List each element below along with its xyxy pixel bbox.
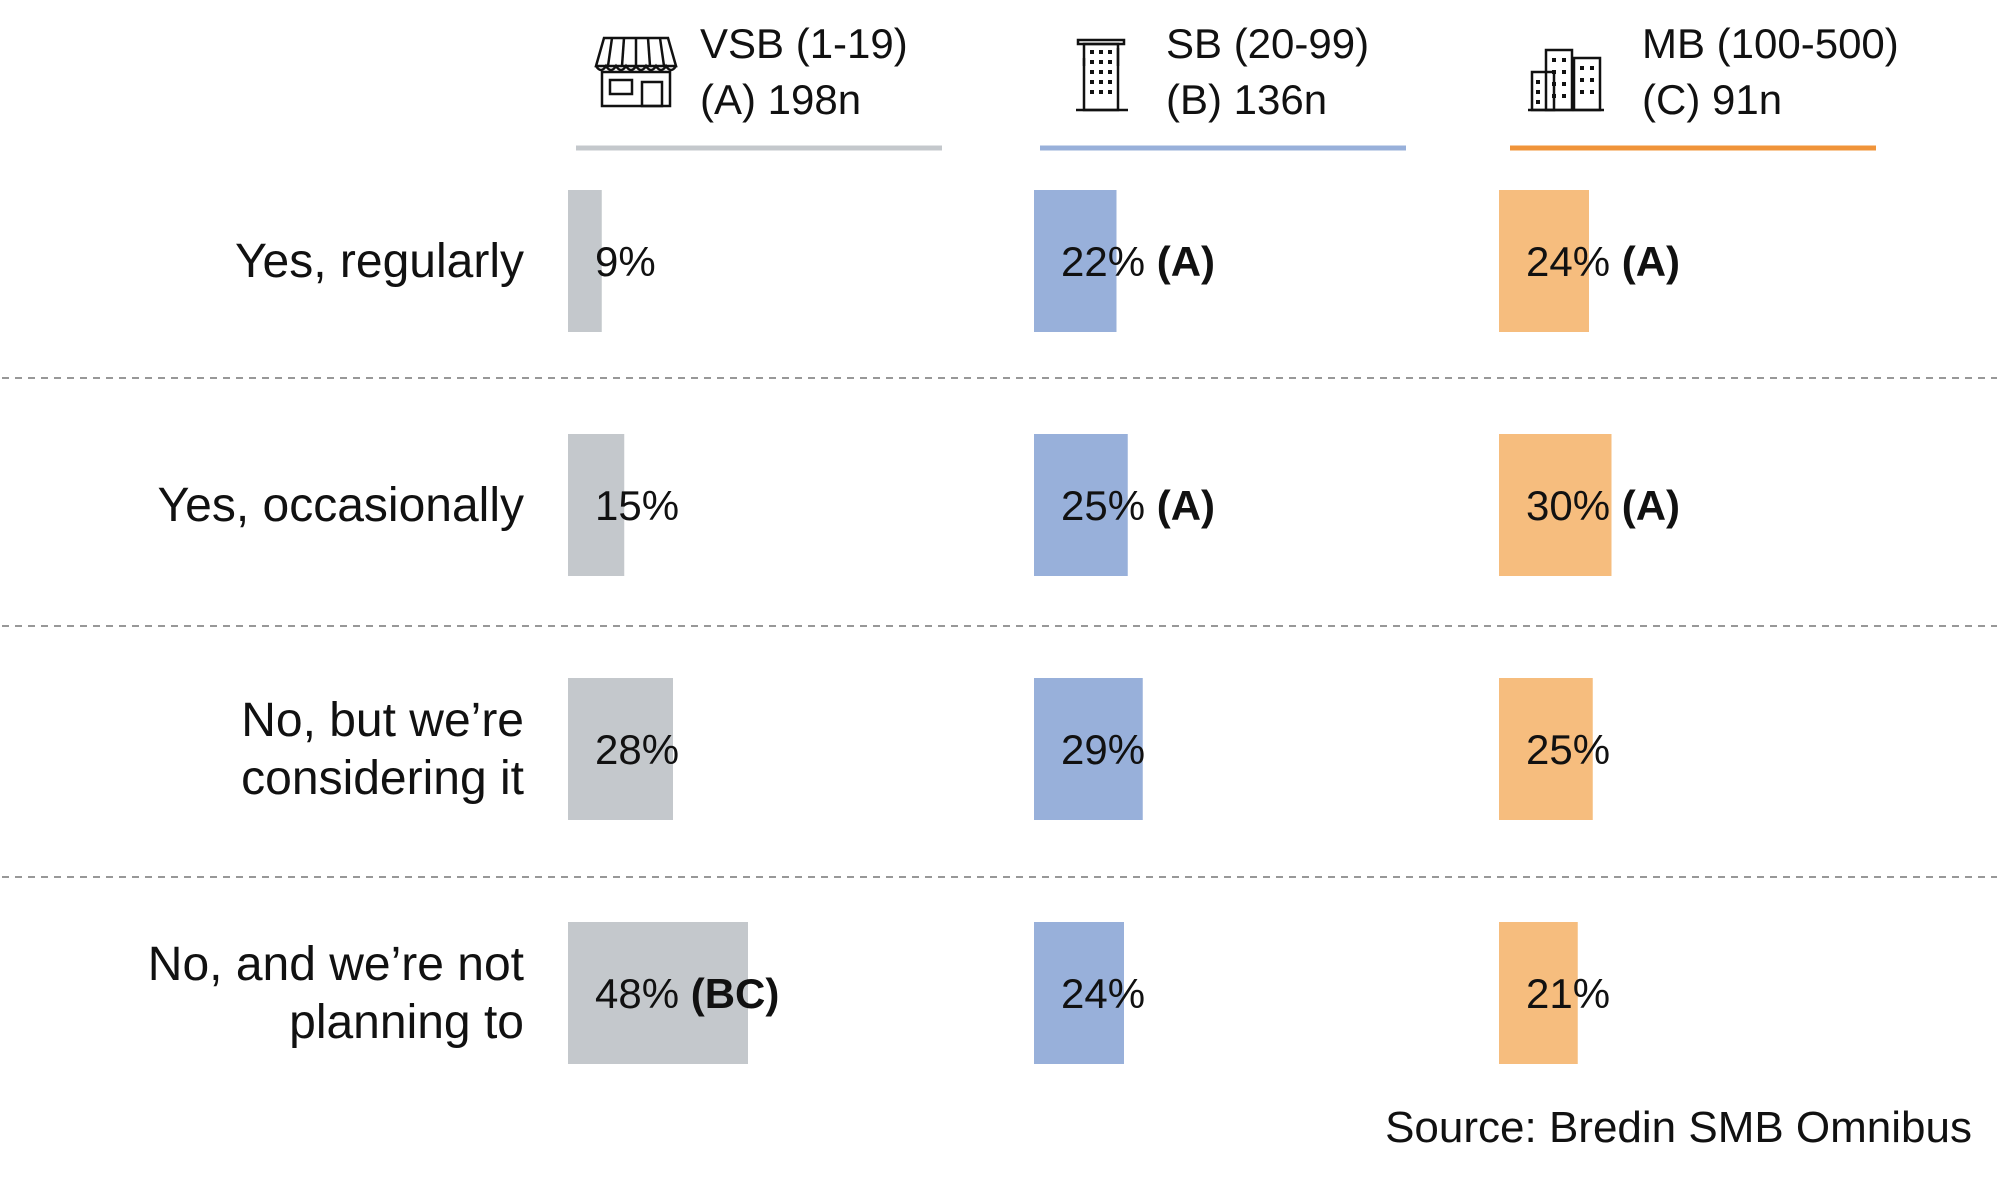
bar bbox=[1499, 434, 1612, 576]
data-label: 30% (A) bbox=[1526, 482, 1680, 529]
data-label: 48% (BC) bbox=[595, 970, 779, 1017]
data-label: 15% bbox=[595, 482, 679, 529]
segment-title-line: SB (20-99) bbox=[1166, 20, 1369, 67]
bar bbox=[568, 434, 625, 576]
data-label: 25% bbox=[1526, 726, 1610, 773]
bar bbox=[1034, 434, 1128, 576]
storefront-icon bbox=[594, 36, 678, 108]
city-buildings-icon bbox=[1528, 48, 1604, 112]
bar bbox=[1034, 190, 1117, 332]
bar bbox=[1034, 922, 1124, 1064]
category-label: considering it bbox=[241, 752, 524, 805]
bar bbox=[1499, 922, 1578, 1064]
bar bbox=[1034, 678, 1143, 820]
data-label: 9% bbox=[595, 238, 656, 285]
data-label: 29% bbox=[1061, 726, 1145, 773]
segment-title-line: (C) 91n bbox=[1642, 76, 1782, 123]
office-tower-icon bbox=[1076, 38, 1128, 112]
bar bbox=[1499, 190, 1589, 332]
segment-title-line: (B) 136n bbox=[1166, 76, 1327, 123]
data-label: 21% bbox=[1526, 970, 1610, 1017]
category-label: Yes, occasionally bbox=[158, 479, 524, 532]
data-label: 24% (A) bbox=[1526, 238, 1680, 285]
bar bbox=[568, 922, 748, 1064]
bar bbox=[1499, 678, 1593, 820]
segment-title-line: MB (100-500) bbox=[1642, 20, 1899, 67]
segment-title-line: (A) 198n bbox=[700, 76, 861, 123]
bar bbox=[568, 190, 602, 332]
category-label: No, but we’re bbox=[241, 694, 524, 747]
source-note: Source: Bredin SMB Omnibus bbox=[1385, 1103, 1972, 1152]
data-label: 24% bbox=[1061, 970, 1145, 1017]
bar bbox=[568, 678, 673, 820]
data-label: 28% bbox=[595, 726, 679, 773]
category-label: No, and we’re not bbox=[148, 938, 524, 991]
data-label: 22% (A) bbox=[1061, 238, 1215, 285]
segment-title-line: VSB (1-19) bbox=[700, 20, 908, 67]
data-label: 25% (A) bbox=[1061, 482, 1215, 529]
category-label: Yes, regularly bbox=[235, 235, 524, 288]
category-label: planning to bbox=[289, 996, 524, 1049]
